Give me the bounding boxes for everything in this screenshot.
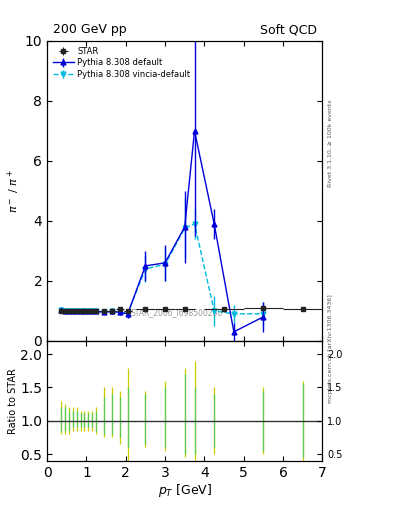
Y-axis label: $\pi^-$ / $\pi^+$: $\pi^-$ / $\pi^+$ bbox=[6, 169, 22, 213]
Legend: STAR, Pythia 8.308 default, Pythia 8.308 vincia-default: STAR, Pythia 8.308 default, Pythia 8.308… bbox=[51, 45, 192, 80]
Text: mcplots.cern.ch [arXiv:1306.3436]: mcplots.cern.ch [arXiv:1306.3436] bbox=[328, 294, 333, 402]
Text: Soft QCD: Soft QCD bbox=[260, 24, 317, 36]
Text: 200 GeV pp: 200 GeV pp bbox=[53, 24, 126, 36]
Text: Rivet 3.1.10, ≥ 100k events: Rivet 3.1.10, ≥ 100k events bbox=[328, 99, 333, 187]
Y-axis label: Ratio to STAR: Ratio to STAR bbox=[7, 368, 18, 434]
X-axis label: $p_T$ [GeV]: $p_T$ [GeV] bbox=[158, 482, 212, 499]
Text: STAR_2006_I698500200: STAR_2006_I698500200 bbox=[130, 308, 223, 317]
